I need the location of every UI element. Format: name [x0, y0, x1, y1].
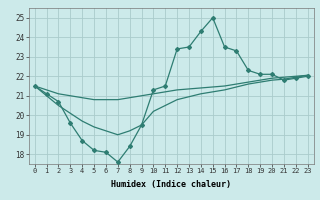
- X-axis label: Humidex (Indice chaleur): Humidex (Indice chaleur): [111, 180, 231, 189]
